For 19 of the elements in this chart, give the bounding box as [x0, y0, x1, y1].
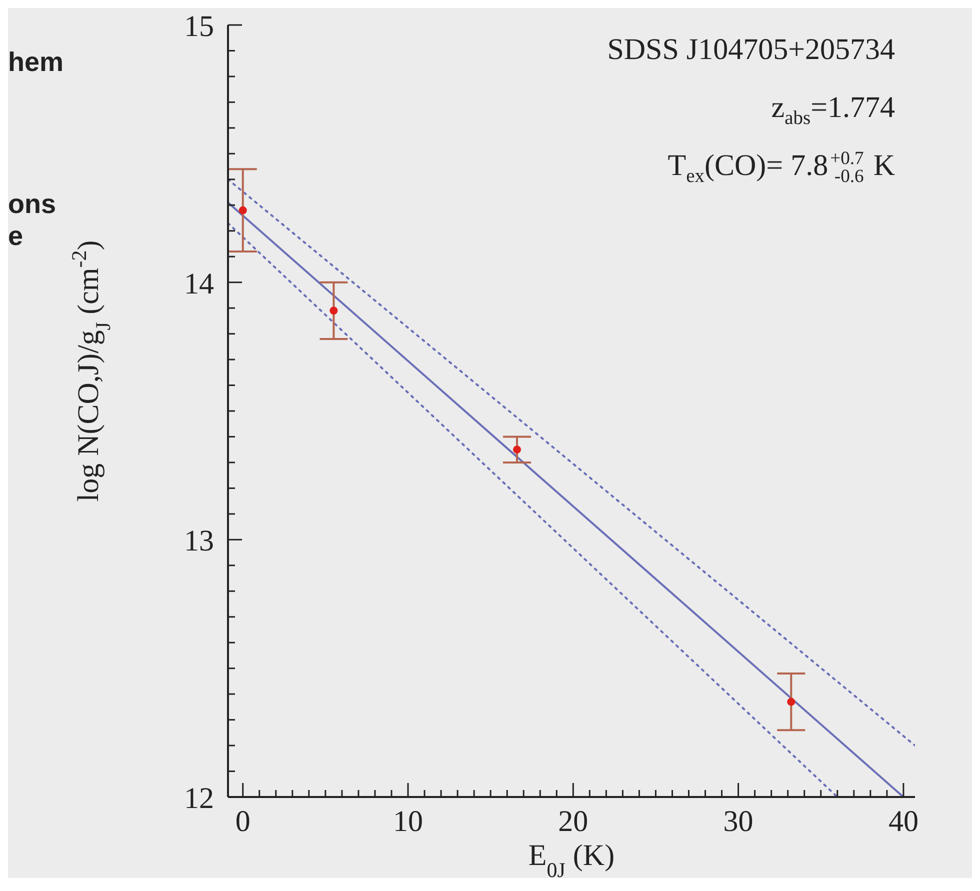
annotation: z$_{abs}$=1.774: [771, 91, 895, 129]
y-tick-label: 13: [184, 524, 214, 558]
text: ons: [8, 189, 56, 219]
x-tick-label: 30: [723, 805, 754, 838]
x-tick-label: 40: [888, 805, 918, 838]
text: hem: [8, 47, 64, 77]
x-tick-label: 20: [558, 805, 588, 838]
text: e: [8, 221, 24, 251]
y-tick-label: 15: [184, 10, 214, 43]
x-tick-label: 0: [235, 805, 250, 838]
y-tick-label: 14: [184, 267, 214, 300]
x-tick-label: 10: [393, 805, 424, 838]
annotation: SDSS J104705+205734: [607, 33, 895, 66]
point: [238, 206, 247, 214]
x-axis-title: E$_{0J}$ (K): [528, 839, 615, 882]
point: [787, 698, 796, 706]
point: [330, 306, 338, 315]
point: [513, 446, 521, 454]
y-tick-label: 12: [184, 782, 214, 815]
